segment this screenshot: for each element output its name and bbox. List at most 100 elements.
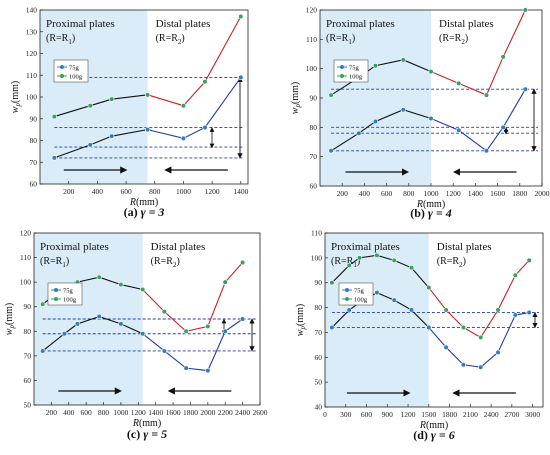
- region-right-sub: (R=R2): [439, 33, 468, 46]
- x-axis-label: R(mm): [419, 420, 448, 431]
- proximal-region: [320, 10, 431, 186]
- x-tick-label: 1600: [166, 408, 181, 417]
- data-point: [400, 57, 406, 63]
- x-tick-label: 800: [98, 408, 110, 417]
- x-tick-label: 1800: [442, 410, 457, 419]
- data-point: [202, 79, 208, 85]
- data-point: [443, 307, 449, 313]
- data-point: [356, 130, 362, 136]
- x-tick-label: 3000: [525, 410, 540, 419]
- data-point: [346, 307, 352, 313]
- data-point: [329, 280, 335, 286]
- plot-frame: [33, 232, 261, 406]
- y-tick-label: 40: [315, 403, 323, 412]
- data-point: [460, 324, 467, 331]
- region-left-subscript: 1: [348, 38, 352, 46]
- y-tick-label: 70: [315, 328, 323, 337]
- x-tick-label: 2400: [484, 410, 499, 419]
- x-tick-label: 1200: [131, 408, 146, 417]
- y-axis-label: wp(mm): [4, 303, 16, 335]
- data-point: [428, 115, 434, 122]
- region-left-subscript: 1: [68, 38, 72, 46]
- data-point: [512, 312, 518, 318]
- data-point: [426, 285, 432, 291]
- data-point: [118, 282, 124, 288]
- data-point: [460, 362, 467, 368]
- subplot-d: Proximal plates (R=R1) Distal plates (R=R2)…: [295, 229, 544, 442]
- subplot-c: Proximal plates (R=R1) Distal plates (R=R2)…: [4, 229, 268, 442]
- subplot-a: Proximal plates (R=R1) Distal plates (R=R2)…: [10, 6, 249, 220]
- y-tick-label: 80: [310, 123, 318, 132]
- data-point: [443, 344, 449, 350]
- series-75g: [328, 86, 528, 154]
- subplot-caption: (c) γ = 5: [127, 427, 167, 441]
- data-point: [74, 321, 81, 327]
- data-point: [109, 133, 115, 139]
- x-tick-label: 2200: [218, 408, 233, 417]
- x-tick-label: 0: [323, 410, 327, 419]
- y-tick-label: 60: [310, 182, 318, 191]
- legend-label: 100g: [354, 297, 368, 304]
- legend-marker: [60, 74, 64, 78]
- series-100g: [329, 252, 532, 341]
- data-point: [109, 96, 115, 102]
- y-tick-label: 120: [20, 229, 32, 238]
- series-line-distal: [428, 259, 530, 339]
- y-tick-label: 110: [311, 229, 322, 238]
- series-line-distal: [142, 318, 243, 372]
- data-point: [328, 92, 334, 98]
- region-left-subscript: 1: [353, 261, 357, 269]
- series-line-proximal: [54, 94, 148, 118]
- y-tick-label: 70: [24, 351, 32, 360]
- x-tick-label: 200: [46, 408, 58, 417]
- data-point: [526, 309, 532, 316]
- x-tick-label: 900: [382, 410, 394, 419]
- region-left-sub: (R=R1): [331, 256, 360, 269]
- subplot-caption: (d) γ = 6: [413, 428, 455, 442]
- y-tick-label: 90: [24, 302, 32, 311]
- data-point: [328, 148, 334, 154]
- data-point: [238, 74, 244, 81]
- legend-label: 75g: [349, 65, 360, 72]
- y-tick-label: 140: [26, 6, 38, 15]
- region-right-label: Distal plates: [437, 241, 492, 253]
- data-point: [222, 279, 228, 285]
- data-point: [408, 307, 415, 313]
- x-tick-label: 1000: [176, 187, 191, 196]
- legend-marker: [54, 288, 58, 292]
- y-tick-label: 50: [24, 401, 32, 410]
- region-left-label: Proximal plates: [46, 18, 115, 30]
- y-tick-label: 90: [315, 278, 323, 287]
- x-tick-label: 1400: [468, 189, 483, 198]
- data-point: [51, 113, 57, 120]
- legend-label: 75g: [69, 65, 80, 72]
- y-tick-label: 50: [315, 378, 323, 387]
- region-left-label: Proximal plates: [331, 241, 400, 253]
- x-tick-label: 600: [381, 189, 393, 198]
- data-point: [483, 148, 490, 154]
- y-tick-label: 100: [306, 64, 318, 73]
- data-point: [144, 127, 151, 133]
- x-tick-label: 1800: [512, 189, 527, 198]
- legend-label: 100g: [349, 74, 363, 81]
- data-point: [374, 290, 380, 296]
- x-tick-label: 600: [81, 408, 93, 417]
- legend-marker: [340, 65, 344, 69]
- data-point: [180, 135, 187, 141]
- series-75g: [51, 74, 244, 161]
- x-tick-label: 1200: [205, 187, 220, 196]
- region-right-label: Distal plates: [151, 241, 206, 253]
- legend-label: 75g: [63, 288, 74, 295]
- x-tick-label: 1000: [113, 408, 128, 417]
- data-point: [96, 313, 102, 320]
- data-point: [346, 262, 352, 268]
- y-tick-label: 80: [315, 303, 323, 312]
- data-point: [526, 257, 532, 263]
- data-point: [456, 80, 462, 86]
- data-point: [40, 301, 46, 307]
- subplot-caption: (a) γ = 3: [124, 205, 165, 219]
- data-point: [495, 349, 501, 355]
- data-point: [238, 13, 244, 20]
- y-axis-label: wp(mm): [290, 82, 302, 114]
